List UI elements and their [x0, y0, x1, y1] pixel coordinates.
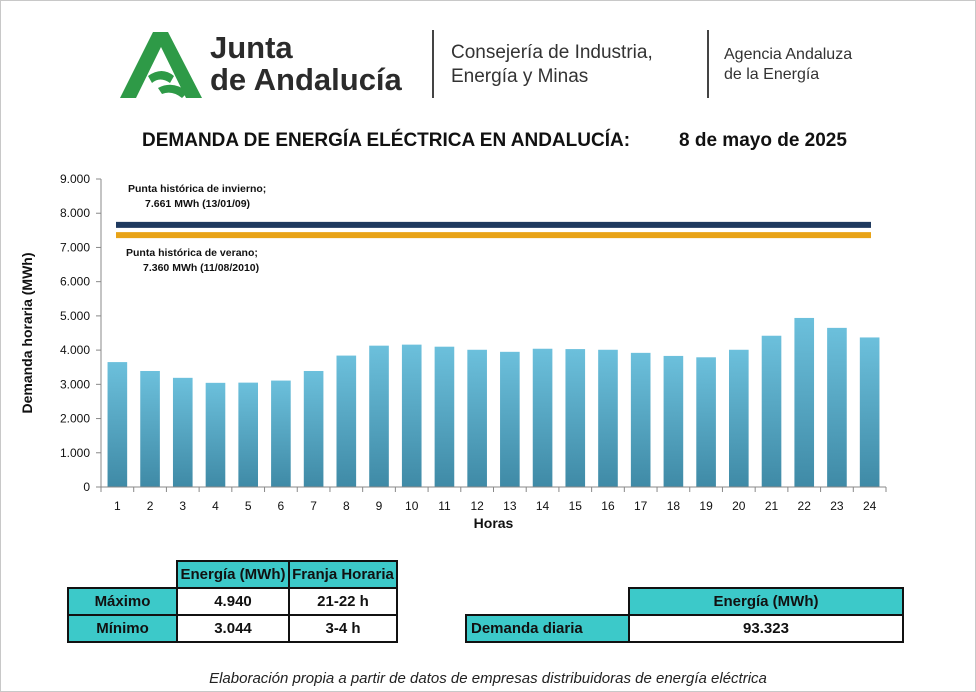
bar-hour-9	[369, 345, 389, 487]
range-column-header: Franja Horaria	[288, 560, 398, 589]
x-tick-label: 2	[147, 499, 154, 513]
bar-hour-16	[598, 349, 618, 487]
table-row: Mínimo 3.044 3-4 h	[67, 614, 398, 643]
y-axis-title: Demanda horaria (MWh)	[19, 252, 35, 413]
min-energy-value: 3.044	[176, 614, 290, 643]
x-axis-title: Horas	[474, 515, 514, 531]
brand-name: Junta de Andalucía	[210, 32, 402, 96]
junta-logo-icon	[120, 32, 202, 98]
x-tick-label: 20	[732, 499, 746, 513]
bar-hour-2	[140, 370, 160, 487]
bar-hour-24	[859, 337, 880, 487]
daily-energy-header: Energía (MWh)	[628, 587, 904, 616]
table-corner	[466, 588, 629, 615]
y-tick-label: 6.000	[60, 275, 90, 289]
y-tick-label: 7.000	[60, 240, 90, 254]
y-tick-label: 9.000	[60, 172, 90, 186]
x-tick-label: 7	[310, 499, 317, 513]
daily-demand-table: Energía (MWh) Demanda diaria 93.323	[465, 587, 904, 643]
department-line-2: Energía y Minas	[451, 66, 589, 87]
bar-hour-4	[205, 382, 226, 487]
department-line-1: Consejería de Industria,	[451, 42, 653, 63]
y-tick-label: 1.000	[60, 446, 90, 460]
summer-peak-label: Punta histórica de verano;	[126, 247, 258, 259]
bar-hour-15	[565, 349, 586, 487]
department-name: Consejería de Industria, Energía y Minas	[451, 41, 653, 89]
max-energy-value: 4.940	[176, 587, 290, 616]
summary-table: Energía (MWh) Franja Horaria Máximo 4.94…	[67, 560, 398, 643]
header-divider	[432, 30, 434, 98]
table-row: Demanda diaria 93.323	[465, 614, 904, 643]
bar-hour-7	[303, 370, 324, 487]
agency-line-1: Agencia Andaluza	[724, 46, 853, 63]
x-tick-label: 5	[245, 499, 252, 513]
x-tick-label: 19	[699, 499, 713, 513]
table-corner	[68, 561, 177, 588]
bar-hour-11	[434, 346, 455, 487]
bar-hour-14	[532, 348, 553, 487]
source-footnote: Elaboración propia a partir de datos de …	[209, 670, 767, 687]
brand-line-2: de Andalucía	[210, 62, 402, 97]
x-tick-label: 8	[343, 499, 350, 513]
bar-hour-5	[238, 382, 258, 487]
bar-hour-13	[500, 351, 520, 487]
table-row: Máximo 4.940 21-22 h	[67, 587, 398, 616]
x-tick-label: 18	[667, 499, 681, 513]
header-divider	[707, 30, 709, 98]
brand-line-1: Junta	[210, 30, 293, 65]
bar-hour-12	[467, 349, 487, 487]
x-tick-label: 12	[470, 499, 484, 513]
bar-hour-19	[696, 357, 716, 487]
x-tick-label: 22	[798, 499, 812, 513]
winter-peak-label: Punta histórica de invierno;	[128, 183, 266, 195]
x-tick-label: 14	[536, 499, 550, 513]
y-tick-label: 3.000	[60, 377, 90, 391]
bar-hour-18	[663, 355, 684, 487]
y-tick-label: 4.000	[60, 343, 90, 357]
y-tick-label: 0	[83, 480, 90, 494]
x-tick-label: 9	[376, 499, 383, 513]
max-time-range: 21-22 h	[288, 587, 398, 616]
demand-bar-chart: 0 1.000 2.000 3.000 4.000 5.000 6.000 7.000 8.00…	[19, 172, 887, 531]
x-tick-label: 23	[830, 499, 844, 513]
x-tick-label: 11	[438, 499, 451, 513]
agency-line-2: de la Energía	[724, 66, 820, 83]
x-tick-label: 10	[405, 499, 419, 513]
bar-hour-1	[107, 362, 128, 487]
x-tick-label: 21	[765, 499, 779, 513]
energy-column-header: Energía (MWh)	[176, 560, 290, 589]
row-label: Máximo	[67, 587, 178, 616]
agency-name: Agencia Andaluza de la Energía	[724, 45, 852, 85]
bar-hour-6	[271, 380, 291, 487]
bar-hour-3	[172, 377, 193, 487]
bar-hour-22	[794, 317, 815, 487]
winter-peak-value: 7.661 MWh (13/01/09)	[145, 198, 250, 210]
report-date: 8 de mayo de 2025	[679, 130, 847, 151]
y-tick-label: 8.000	[60, 206, 90, 220]
daily-demand-label: Demanda diaria	[465, 614, 630, 643]
x-tick-label: 1	[114, 499, 121, 513]
daily-demand-value: 93.323	[628, 614, 904, 643]
bar-hour-8	[336, 355, 357, 487]
summer-peak-value: 7.360 MWh (11/08/2010)	[143, 262, 259, 274]
row-label: Mínimo	[67, 614, 178, 643]
x-tick-label: 16	[601, 499, 615, 513]
bar-hour-10	[401, 344, 422, 487]
y-tick-label: 2.000	[60, 412, 90, 426]
bar-hour-17	[630, 352, 651, 487]
bar-hour-20	[729, 349, 749, 487]
x-tick-label: 13	[503, 499, 517, 513]
bar-hour-21	[761, 335, 782, 487]
x-tick-label: 24	[863, 499, 877, 513]
x-tick-label: 15	[569, 499, 583, 513]
y-tick-label: 5.000	[60, 309, 90, 323]
x-tick-label: 17	[634, 499, 648, 513]
bar-hour-23	[827, 327, 847, 487]
min-time-range: 3-4 h	[288, 614, 398, 643]
report-title: DEMANDA DE ENERGÍA ELÉCTRICA EN ANDALUCÍ…	[142, 130, 631, 151]
x-tick-label: 6	[278, 499, 285, 513]
x-tick-label: 3	[179, 499, 186, 513]
x-tick-label: 4	[212, 499, 219, 513]
